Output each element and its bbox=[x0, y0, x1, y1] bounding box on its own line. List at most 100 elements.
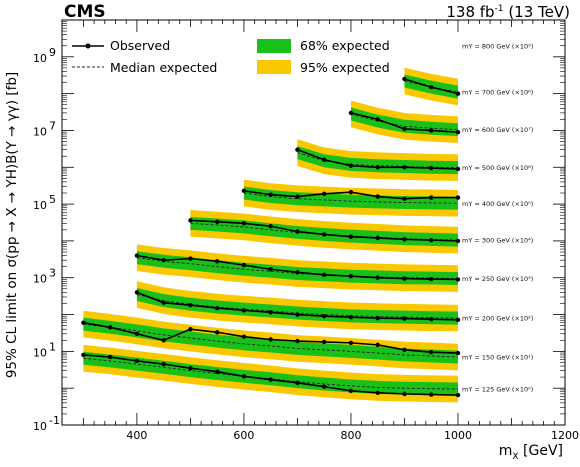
series-4-mass-label: mY = 300 GeV (×10⁴) bbox=[462, 237, 533, 245]
legend-observed-label: Observed bbox=[110, 38, 170, 53]
series-2-observed-point bbox=[134, 290, 140, 295]
series-0-observed-point bbox=[161, 361, 166, 367]
axes-box bbox=[61, 19, 566, 426]
series-2-observed-point bbox=[268, 310, 273, 315]
series-5-band-68 bbox=[243, 186, 458, 210]
series-4-observed-point bbox=[348, 234, 354, 239]
x-tick-label: 1000 bbox=[444, 429, 472, 442]
series-4-observed-point bbox=[455, 238, 461, 244]
series-7-observed-point bbox=[455, 129, 461, 135]
series-2-observed-point bbox=[161, 300, 166, 305]
series-6-observed-point bbox=[348, 163, 354, 168]
legend-band68-label: 68% expected bbox=[300, 38, 390, 53]
series-5-observed-point bbox=[455, 195, 461, 200]
legend: Observed Median expected 68% expected 95… bbox=[72, 38, 390, 75]
series-1-observed-point bbox=[402, 347, 407, 353]
series-1-observed-point bbox=[348, 340, 354, 346]
y-tick-label: 10 bbox=[33, 199, 47, 212]
series-4-observed-point bbox=[322, 232, 327, 237]
series-5-observed-point bbox=[348, 190, 354, 195]
y-tick-exponent: -1 bbox=[49, 414, 60, 427]
series-0-observed-point bbox=[322, 384, 327, 389]
series-7-observed-point bbox=[348, 110, 354, 116]
series-3-observed-point bbox=[268, 267, 273, 272]
series-8-observed-point bbox=[455, 91, 461, 96]
series-3-observed-point bbox=[348, 274, 354, 279]
series-0-observed-point bbox=[455, 392, 461, 398]
series-6-observed-point bbox=[455, 166, 461, 172]
legend-expected-label: Median expected bbox=[110, 60, 217, 75]
series-3-observed-point bbox=[455, 277, 461, 282]
series-1-observed-point bbox=[429, 349, 434, 355]
series-1-observed-point bbox=[107, 325, 113, 330]
series-0-band-68 bbox=[83, 351, 458, 396]
series-3-observed-point bbox=[161, 257, 166, 263]
series-3-observed-point bbox=[375, 275, 380, 280]
y-tick-exponent: 5 bbox=[49, 193, 56, 206]
series-1-observed-point bbox=[214, 330, 220, 335]
y-tick-label: 10 bbox=[33, 346, 47, 359]
series-3-observed-point bbox=[134, 253, 140, 258]
series-1-expected-line bbox=[83, 323, 458, 358]
y-tick-label: 10 bbox=[33, 52, 47, 65]
series-5-expected-line bbox=[243, 192, 458, 204]
series-0-observed-point bbox=[402, 391, 407, 397]
experiment-label: CMS bbox=[64, 2, 106, 22]
y-tick-label: 10 bbox=[33, 273, 47, 286]
series-2-observed-point bbox=[295, 312, 300, 317]
series-0-observed-point bbox=[348, 388, 354, 393]
series-2-observed-point bbox=[322, 314, 327, 319]
series-2-observed-point bbox=[429, 316, 434, 322]
series-4-observed-point bbox=[214, 219, 220, 225]
series-0-observed-point bbox=[295, 380, 300, 386]
series-0-observed-point bbox=[188, 365, 193, 371]
series-2-band-68 bbox=[136, 288, 458, 325]
x-axis-title: mX [GeV] bbox=[499, 443, 563, 462]
series-9-mass-label: mY = 800 GeV (×10⁹) bbox=[462, 43, 533, 51]
series-1-observed-point bbox=[455, 350, 461, 356]
series-2-observed-point bbox=[455, 317, 461, 322]
series-1-observed-point bbox=[81, 320, 86, 325]
y-tick-label: 10 bbox=[33, 420, 47, 433]
y-tick-label: 10 bbox=[33, 125, 47, 138]
series-7-observed-point bbox=[375, 117, 380, 122]
series-0-mass-label: mY = 125 GeV (×10⁰) bbox=[462, 386, 533, 394]
series-5-observed-point bbox=[402, 196, 407, 201]
series-2-observed-point bbox=[214, 305, 220, 311]
series-5-observed-point bbox=[375, 194, 380, 199]
y-tick-exponent: 9 bbox=[49, 46, 56, 59]
series-6-observed-point bbox=[322, 157, 327, 162]
series-2-observed-point bbox=[375, 315, 380, 321]
series-0-observed-point bbox=[268, 377, 273, 382]
series-0-observed-point bbox=[107, 354, 113, 360]
series-4-observed-point bbox=[295, 229, 300, 234]
series-6-mass-label: mY = 500 GeV (×10⁶) bbox=[462, 164, 533, 172]
series-4-observed-point bbox=[241, 221, 247, 226]
series-7-observed-point bbox=[402, 126, 407, 132]
series-5-observed-point bbox=[268, 192, 273, 197]
series-0-observed-point bbox=[134, 358, 140, 364]
mass-labels-group: mY = 125 GeV (×10⁰) mY = 150 GeV (×10¹) mY… bbox=[462, 43, 533, 394]
series-8-mass-label: mY = 700 GeV (×10⁸) bbox=[462, 89, 533, 97]
series-3-observed-point bbox=[322, 272, 327, 278]
series-1-mass-label: mY = 150 GeV (×10¹) bbox=[462, 354, 533, 362]
series-0-observed-point bbox=[214, 369, 220, 374]
series-4-observed-point bbox=[375, 235, 380, 241]
legend-band95-label: 95% expected bbox=[300, 60, 390, 75]
series-2-observed-point bbox=[348, 314, 354, 320]
series-5-mass-label: mY = 400 GeV (×10⁵) bbox=[462, 200, 533, 208]
series-4-observed-point bbox=[429, 237, 434, 243]
series-0-observed-point bbox=[241, 374, 247, 379]
y-tick-exponent: 3 bbox=[49, 267, 56, 280]
series-8-observed-point bbox=[429, 84, 434, 90]
x-tick-label: 600 bbox=[233, 429, 254, 442]
series-2-observed-point bbox=[241, 308, 247, 313]
series-5-observed-point bbox=[429, 195, 434, 200]
y-tick-exponent: 7 bbox=[49, 119, 56, 132]
x-tick-label: 1200 bbox=[551, 429, 579, 442]
x-axis-sub: X bbox=[512, 451, 519, 462]
lumi-exponent: -1 bbox=[494, 4, 504, 14]
series-1-observed-point bbox=[241, 334, 247, 339]
